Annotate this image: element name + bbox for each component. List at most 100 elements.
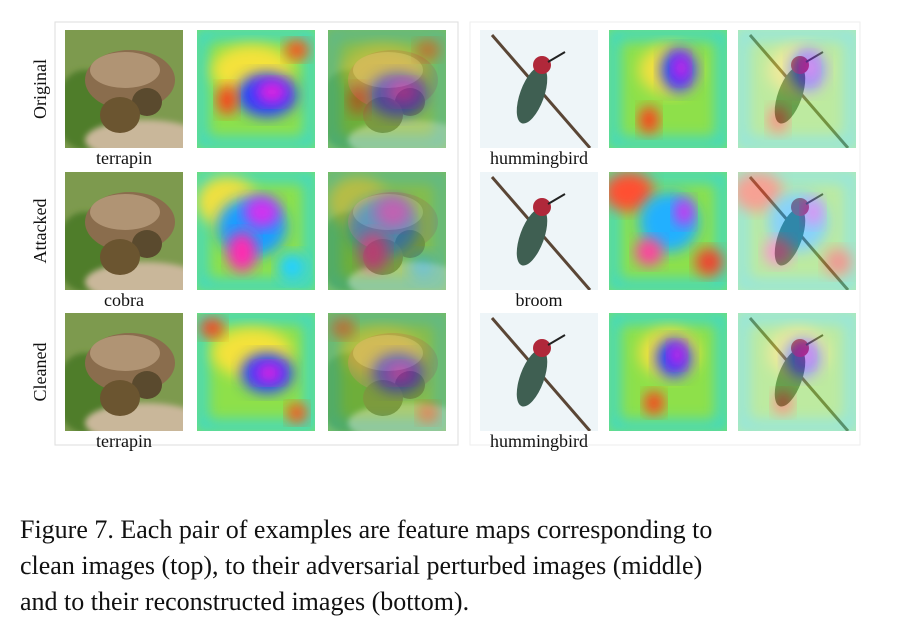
heat-blob <box>217 85 237 115</box>
heatmap <box>738 172 856 290</box>
caption-line: and to their reconstructed images (botto… <box>20 587 469 616</box>
heatmap <box>609 313 727 431</box>
heat-blob <box>669 343 685 367</box>
heat-blob <box>644 391 664 415</box>
heatmap <box>609 30 727 148</box>
heat-blob <box>609 172 654 212</box>
shell-top <box>90 52 160 88</box>
heat-blob <box>674 198 694 226</box>
heat-blob <box>348 85 368 115</box>
bird-head <box>533 56 551 74</box>
image-cell <box>480 30 598 148</box>
class-label: hummingbird <box>490 148 588 168</box>
heat-blob <box>416 40 440 60</box>
heat-blob <box>773 391 793 415</box>
heatmap <box>197 30 315 148</box>
image-cell <box>197 30 315 148</box>
heat-blob <box>386 363 414 383</box>
heat-blob <box>358 232 388 272</box>
heatmap <box>328 172 446 290</box>
heat-border <box>328 313 446 431</box>
heat-blob <box>673 54 689 82</box>
heatmap <box>328 30 446 148</box>
heat-blob <box>244 196 280 228</box>
heat-blob <box>798 343 814 367</box>
image-cell <box>609 172 727 290</box>
heat-blob <box>200 318 224 338</box>
bird <box>516 349 548 407</box>
heat-border <box>738 313 856 431</box>
heatmap <box>197 172 315 290</box>
heat-blob <box>768 106 788 134</box>
image-cell <box>197 172 315 290</box>
image-cell <box>609 30 727 148</box>
heat-blob <box>802 54 818 82</box>
image-cell <box>65 313 183 431</box>
shell-top <box>90 335 160 371</box>
heatmap <box>738 30 856 148</box>
beak <box>547 51 566 63</box>
row-label: Cleaned <box>30 343 50 402</box>
bird-head <box>533 198 551 216</box>
heat-blob <box>277 252 307 282</box>
image-cell <box>197 313 315 431</box>
heat-blob <box>375 196 411 228</box>
heat-blob <box>285 40 309 60</box>
heatmap <box>328 313 446 431</box>
image-cell <box>738 313 856 431</box>
image-cell <box>609 313 727 431</box>
bird <box>516 208 548 266</box>
image-cell <box>328 172 446 290</box>
body <box>100 239 140 275</box>
row-label: Attacked <box>30 199 50 264</box>
image-cell <box>65 30 183 148</box>
head <box>132 371 162 399</box>
beak <box>547 193 566 205</box>
heatmap <box>609 172 727 290</box>
heat-blob <box>331 318 355 338</box>
left-panel-frame <box>54 21 459 446</box>
heat-border <box>197 313 315 431</box>
heat-blob <box>227 232 257 272</box>
heat-blob <box>824 248 852 276</box>
image-cell <box>480 172 598 290</box>
right-panel-frame <box>469 21 861 446</box>
image-cell <box>738 30 856 148</box>
heat-border <box>738 172 856 290</box>
class-label: hummingbird <box>490 431 588 451</box>
heat-blob <box>635 238 663 266</box>
caption-line: Figure 7. Each pair of examples are feat… <box>20 515 712 544</box>
heat-blob <box>803 198 823 226</box>
heatmap <box>738 313 856 431</box>
beak <box>547 334 566 346</box>
heat-border <box>197 172 315 290</box>
body <box>100 97 140 133</box>
heat-blob <box>255 363 283 383</box>
heat-blob <box>639 106 659 134</box>
heat-blob <box>764 238 792 266</box>
heat-blob <box>256 80 288 104</box>
heat-blob <box>418 403 438 423</box>
bird <box>516 66 548 124</box>
heat-border <box>197 30 315 148</box>
heat-blob <box>387 80 419 104</box>
bird-head <box>533 339 551 357</box>
heat-border <box>738 30 856 148</box>
head <box>132 230 162 258</box>
heat-border <box>328 172 446 290</box>
class-label: terrapin <box>96 431 152 451</box>
heat-blob <box>408 252 438 282</box>
heat-border <box>609 172 727 290</box>
heat-blob <box>695 248 723 276</box>
image-cell <box>328 313 446 431</box>
shell-top <box>90 194 160 230</box>
heat-border <box>609 313 727 431</box>
head <box>132 88 162 116</box>
image-cell <box>738 172 856 290</box>
class-label: broom <box>516 290 563 310</box>
caption-line: clean images (top), to their adversarial… <box>20 551 702 580</box>
heat-border <box>328 30 446 148</box>
class-label: terrapin <box>96 148 152 168</box>
image-cell <box>65 172 183 290</box>
